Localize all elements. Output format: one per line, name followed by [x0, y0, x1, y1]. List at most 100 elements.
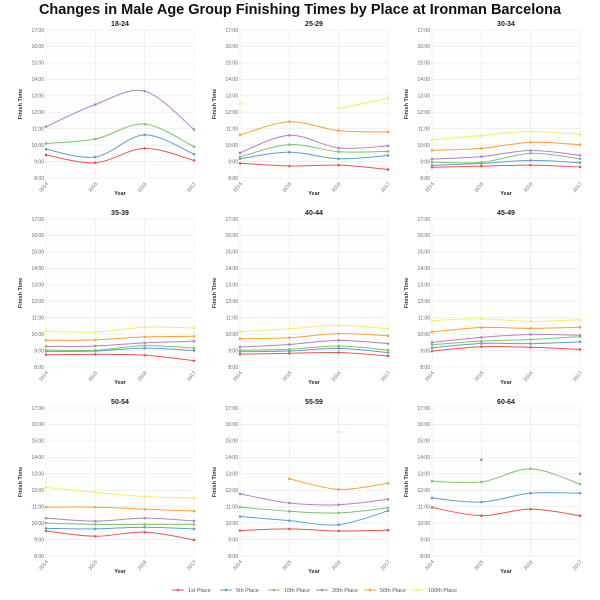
y-tick-label: 11:00	[32, 504, 44, 510]
data-point	[529, 320, 532, 323]
y-tick-label: 10:00	[417, 143, 430, 149]
data-point	[386, 354, 390, 358]
data-point	[44, 153, 48, 157]
data-point	[143, 325, 146, 329]
y-axis-label: Finish Time	[212, 89, 218, 119]
x-tick-label: 2017	[186, 181, 198, 194]
data-point	[143, 530, 146, 534]
x-tick-label: 2016	[137, 559, 149, 572]
data-point	[288, 347, 291, 351]
data-point	[44, 529, 48, 533]
x-axis-label: Year	[114, 191, 126, 197]
y-tick-label: 10:00	[31, 332, 44, 338]
data-point	[386, 168, 390, 171]
data-point	[94, 491, 97, 494]
legend-marker	[368, 588, 372, 592]
y-tick-label: 17:00	[225, 28, 238, 34]
series-line-100th Place	[45, 486, 195, 499]
data-point	[578, 348, 582, 351]
x-tick-label: 2015	[87, 181, 99, 194]
y-tick-label: 11:00	[32, 315, 44, 321]
series-line-100th Place	[431, 318, 581, 322]
x-tick-label: 2015	[281, 370, 293, 383]
y-tick-label: 11:00	[226, 504, 238, 510]
series-line-10th Place	[45, 522, 194, 526]
series-line-1st Place	[239, 528, 389, 532]
y-tick-label: 12:00	[31, 110, 44, 116]
data-point	[430, 346, 434, 350]
data-point	[386, 351, 390, 354]
data-point	[192, 349, 196, 352]
data-point	[192, 509, 196, 513]
data-point	[430, 157, 434, 161]
data-point	[430, 506, 434, 509]
series-line-10th Place	[45, 123, 195, 148]
data-point	[578, 154, 582, 157]
series-line-1st Place	[45, 353, 195, 362]
y-tick-label: 15:00	[417, 439, 430, 445]
y-axis-label: Finish Time	[404, 89, 410, 119]
panel-35-39: 8:00 9:00 10:00 11:00 12:00 13:00 14:00 15:00 16…	[18, 210, 198, 386]
series-line-1st Place	[239, 351, 389, 357]
data-point	[430, 319, 434, 322]
series-line-10th Place	[431, 336, 581, 346]
data-point	[386, 327, 390, 330]
data-point	[192, 346, 196, 350]
y-tick-label: 13:00	[31, 283, 44, 289]
data-point	[94, 338, 97, 342]
data-point	[386, 130, 390, 134]
y-tick-label: 10:00	[225, 332, 238, 338]
series-line-10th Place	[239, 506, 389, 514]
data-point	[288, 509, 291, 513]
data-point	[337, 146, 340, 150]
data-point	[337, 503, 340, 506]
data-point	[94, 523, 97, 526]
data-point	[480, 345, 483, 349]
y-axis-label: Finish Time	[18, 467, 24, 497]
data-point	[143, 495, 146, 498]
x-tick-label: 2015	[473, 370, 485, 383]
data-point	[143, 344, 146, 347]
data-point	[337, 324, 340, 327]
series-line-20th Place	[239, 493, 389, 506]
data-point	[578, 482, 582, 486]
data-point	[480, 155, 483, 158]
y-tick-label: 14:00	[417, 266, 430, 272]
legend-marker	[176, 588, 180, 592]
data-point	[192, 128, 196, 131]
y-tick-label: 9:00	[34, 537, 44, 543]
data-point	[238, 102, 242, 105]
series-line-20th Place	[45, 89, 195, 130]
panel-title: 40-44	[305, 210, 323, 217]
data-point	[288, 349, 291, 353]
data-point	[578, 318, 582, 321]
series-line-5th Place	[239, 347, 389, 354]
series-line-10th Place	[431, 468, 581, 485]
data-point	[143, 335, 146, 339]
panel-18-24: 8:00 9:00 10:00 11:00 12:00 13:00 14:00 15:00 16…	[18, 21, 198, 197]
y-tick-label: 17:00	[31, 28, 44, 34]
data-point	[529, 507, 532, 511]
data-point	[94, 161, 97, 165]
x-tick-label: 2015	[87, 559, 99, 572]
data-point	[238, 529, 242, 532]
data-point	[480, 500, 483, 504]
data-point	[238, 352, 242, 356]
data-point	[44, 125, 48, 128]
data-point	[480, 480, 483, 484]
series-line-5th Place	[431, 492, 581, 503]
y-tick-label: 13:00	[417, 472, 430, 478]
data-point	[480, 342, 483, 345]
data-point	[578, 161, 582, 165]
data-point	[386, 334, 390, 338]
panel-45-49: 8:00 9:00 10:00 11:00 12:00 13:00 14:00 15:00 16…	[404, 210, 584, 386]
legend-label: 100th Place	[428, 588, 457, 594]
data-point	[430, 164, 434, 167]
data-point	[288, 527, 291, 531]
data-point	[143, 353, 146, 357]
data-point	[337, 129, 340, 132]
data-point	[430, 496, 434, 500]
legend-marker	[224, 588, 228, 592]
y-tick-label: 15:00	[417, 61, 430, 67]
